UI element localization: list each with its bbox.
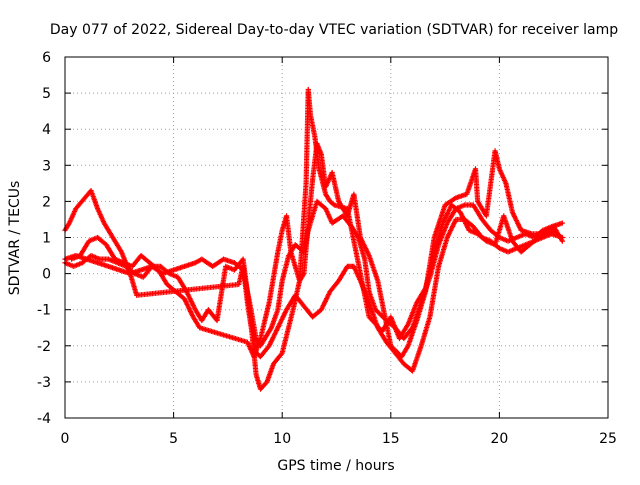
y-axis-label: SDTVAR / TECUs — [7, 181, 23, 296]
y-tick-label: -2 — [37, 339, 51, 355]
x-tick-label: 15 — [382, 431, 400, 447]
y-tick-label: -4 — [37, 411, 51, 427]
data-point — [553, 227, 559, 233]
y-tick-label: 2 — [42, 194, 51, 210]
x-tick-label: 5 — [169, 431, 178, 447]
y-tick-label: 6 — [42, 50, 51, 66]
plot-frame — [64, 56, 609, 419]
x-axis-label: GPS time / hours — [277, 458, 394, 474]
y-tick-label: -3 — [37, 375, 51, 391]
axis-ticks: 0 5 10 15 20 25 -4 -3 -2 -1 0 1 2 3 4 5 6 — [37, 50, 617, 447]
data-point — [559, 220, 565, 226]
y-tick-label: 3 — [42, 158, 51, 174]
y-tick-label: 4 — [42, 122, 51, 138]
x-tick-label: 20 — [490, 431, 508, 447]
chart-title: Day 077 of 2022, Sidereal Day-to-day VTE… — [50, 22, 618, 38]
y-tick-label: 5 — [42, 86, 51, 102]
y-tick-label: 0 — [42, 267, 51, 283]
y-tick-label: 1 — [42, 231, 51, 247]
y-tick-label: -1 — [37, 303, 51, 319]
data-point — [559, 238, 565, 244]
data-marks — [62, 86, 565, 392]
x-tick-label: 10 — [273, 431, 291, 447]
x-tick-label: 0 — [61, 431, 70, 447]
x-tick-label: 25 — [599, 431, 617, 447]
grid — [65, 57, 608, 418]
